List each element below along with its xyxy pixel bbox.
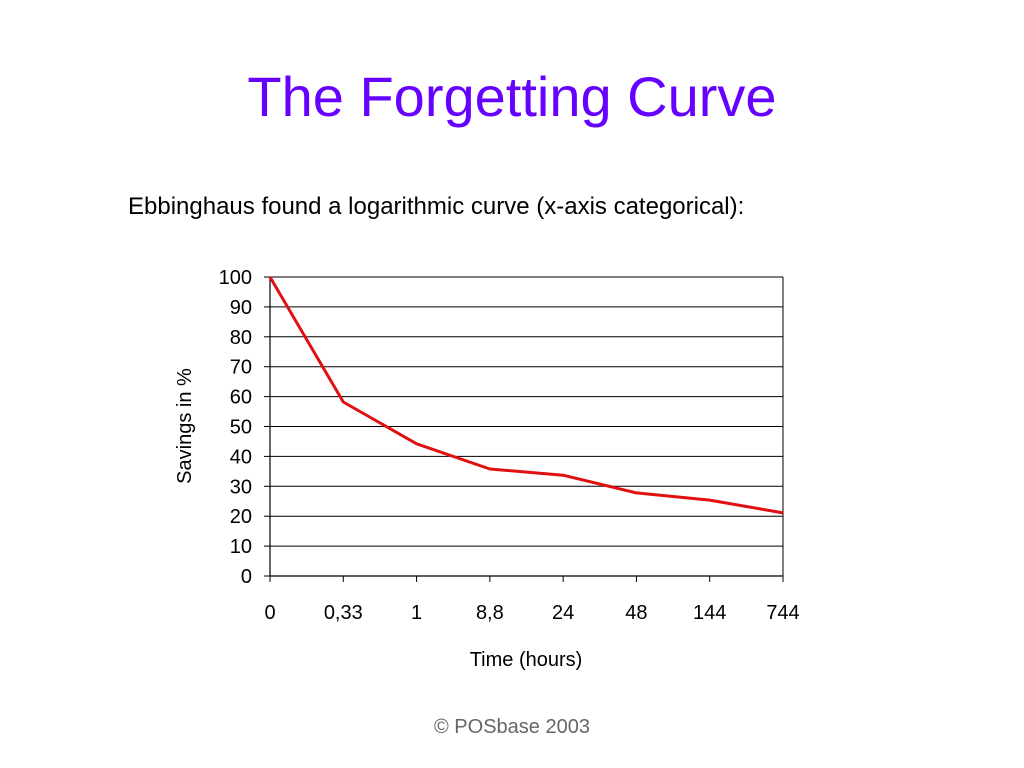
x-tick-label: 48 (625, 602, 647, 624)
series-line-0 (268, 276, 784, 515)
y-tick-label: 100 (219, 267, 252, 289)
x-tick-labels: 0 0,33 1 8,8 24 48 144 744 (264, 602, 799, 624)
chart-gridlines (270, 276, 783, 577)
y-tick-label: 40 (230, 446, 252, 468)
y-tick-label: 80 (230, 327, 252, 349)
x-axis-label: Time (hours) (470, 649, 583, 671)
y-tick-labels: 0 10 20 30 40 50 60 70 80 90 100 (219, 267, 252, 588)
chart-series (268, 276, 784, 515)
y-tick-label: 70 (230, 357, 252, 379)
y-tick-label: 10 (230, 536, 252, 558)
y-axis-label: Savings in % (174, 368, 196, 484)
x-tick-label: 0,33 (324, 602, 363, 624)
x-tick-label: 1 (411, 602, 422, 624)
x-tick-label: 744 (766, 602, 799, 624)
x-tick-label: 0 (264, 602, 275, 624)
y-tick-label: 20 (230, 506, 252, 528)
chart-axes (264, 276, 784, 582)
copyright-footer: © POSbase 2003 (434, 716, 590, 738)
x-tick-label: 8,8 (476, 602, 504, 624)
slide-title: The Forgetting Curve (247, 65, 777, 128)
y-tick-label: 0 (241, 566, 252, 588)
y-tick-label: 60 (230, 387, 252, 409)
y-tick-label: 30 (230, 476, 252, 498)
y-tick-label: 50 (230, 417, 252, 439)
x-tick-label: 144 (693, 602, 726, 624)
x-tick-label: 24 (552, 602, 574, 624)
slide-subtitle: Ebbinghaus found a logarithmic curve (x-… (128, 193, 745, 220)
y-tick-label: 90 (230, 297, 252, 319)
